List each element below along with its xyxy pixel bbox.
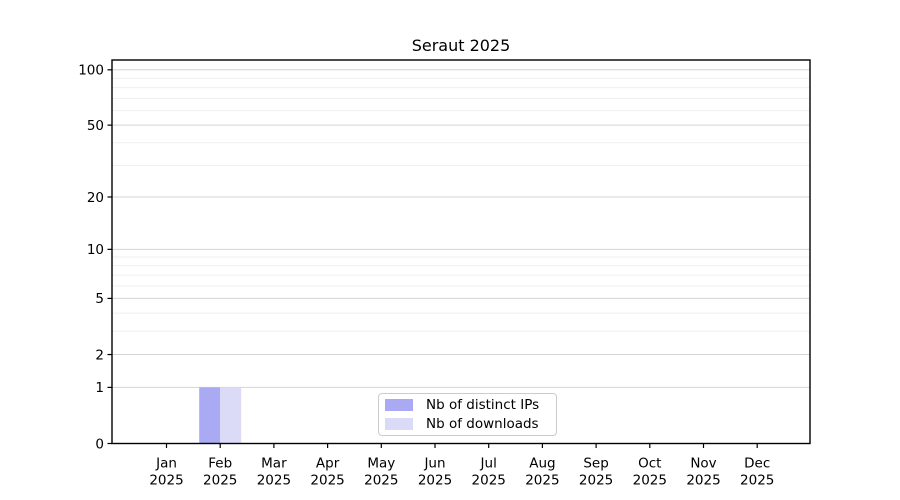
legend: Nb of distinct IPs Nb of downloads xyxy=(378,393,557,436)
x-axis-tick-label-month: Jan xyxy=(155,456,177,472)
plot-border xyxy=(111,59,811,445)
x-axis-tick-label-year: 2025 xyxy=(686,473,720,489)
x-axis-tick-label-year: 2025 xyxy=(203,473,237,489)
legend-label-downloads: Nb of downloads xyxy=(426,416,539,432)
y-axis-tick-label: 10 xyxy=(87,242,104,258)
x-axis-tick-label-year: 2025 xyxy=(418,473,452,489)
y-axis-tick-label: 2 xyxy=(95,347,104,363)
legend-label-distinct-ips: Nb of distinct IPs xyxy=(426,397,540,413)
y-axis-tick-label: 5 xyxy=(95,291,104,307)
x-axis-tick-label-month: Apr xyxy=(316,456,340,472)
x-axis-tick-label-month: Oct xyxy=(638,456,661,472)
y-axis-tick-label: 20 xyxy=(87,190,104,206)
x-axis-tick-label-month: Feb xyxy=(208,456,232,472)
x-axis-tick-label-month: Aug xyxy=(529,456,555,472)
y-axis-tick-label: 0 xyxy=(95,436,104,452)
legend-item-downloads: Nb of downloads xyxy=(385,416,556,432)
legend-swatch-downloads xyxy=(385,418,413,430)
x-axis-tick-label-year: 2025 xyxy=(257,473,291,489)
x-axis-tick-label-year: 2025 xyxy=(310,473,344,489)
x-axis-tick-label-year: 2025 xyxy=(740,473,774,489)
x-axis-tick-label-month: Mar xyxy=(261,456,287,472)
x-axis-tick-label-year: 2025 xyxy=(525,473,559,489)
x-axis-tick-label-year: 2025 xyxy=(633,473,667,489)
legend-item-distinct-ips: Nb of distinct IPs xyxy=(385,397,556,413)
chart-title: Seraut 2025 xyxy=(411,36,511,55)
legend-swatch-distinct-ips xyxy=(385,399,413,411)
y-axis-tick-label: 1 xyxy=(95,380,104,396)
bar-nb-of-downloads xyxy=(220,387,242,444)
x-axis-tick-label-year: 2025 xyxy=(579,473,613,489)
x-axis-tick-label-year: 2025 xyxy=(149,473,183,489)
x-axis-tick-label-year: 2025 xyxy=(472,473,506,489)
x-axis-tick-label-month: Jun xyxy=(423,456,445,472)
x-axis-tick-label-month: Sep xyxy=(583,456,608,472)
x-axis-tick-label-year: 2025 xyxy=(364,473,398,489)
y-axis-tick-label: 50 xyxy=(87,118,104,134)
x-axis-tick-label-month: Nov xyxy=(690,456,716,472)
x-axis-tick-label-month: May xyxy=(367,456,395,472)
bar-nb-of-distinct-ips xyxy=(199,387,221,444)
x-axis-tick-label-month: Jul xyxy=(480,456,497,472)
y-axis-tick-label: 100 xyxy=(78,63,104,79)
x-axis-tick-label-month: Dec xyxy=(744,456,770,472)
